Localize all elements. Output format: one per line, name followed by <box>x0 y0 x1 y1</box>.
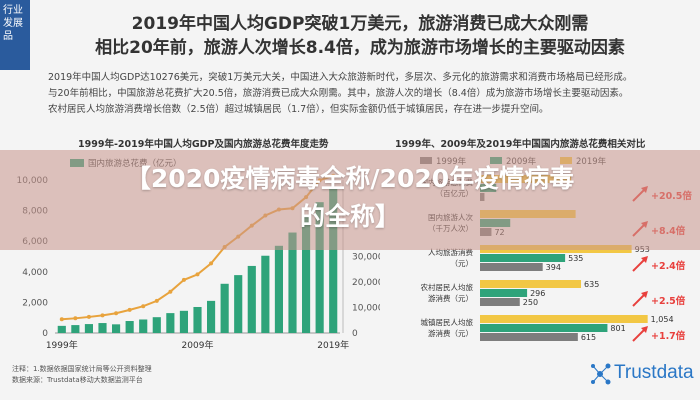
y-right-tick-label: 20,000 <box>352 278 380 288</box>
spending-bar <box>207 300 216 333</box>
spending-bar <box>98 323 107 333</box>
spending-bar <box>274 245 283 333</box>
spending-bar <box>179 310 188 333</box>
gdp-point <box>154 298 159 303</box>
growth-arrow-icon <box>632 293 646 307</box>
spending-bar <box>125 321 134 333</box>
comparison-bar <box>480 315 648 323</box>
spending-bar <box>315 202 324 333</box>
spending-bar <box>302 216 311 333</box>
summary-line: 2019年中国人均GDP达10276美元，突破1万美元大关，中国进入大众旅游新时… <box>48 72 633 83</box>
source-line: 数据来源：Trustdata移动大数据监测平台 <box>12 376 143 384</box>
growth-arrowhead-icon <box>641 326 648 333</box>
section-tab-line: 行业 <box>3 5 23 16</box>
category-label: 游消费（元） <box>428 293 473 303</box>
source-line: 注释：1.数据依据国家统计局等公开资料整理 <box>12 365 152 373</box>
gdp-point <box>195 272 200 277</box>
gdp-point <box>86 314 91 319</box>
gdp-point <box>127 307 132 312</box>
gdp-point <box>181 277 186 282</box>
left-chart-title: 1999年-2019年中国人均GDP及国内旅游总花费年度走势 <box>78 139 329 150</box>
section-tab-line: 品 <box>3 31 13 42</box>
spending-bar <box>329 186 338 333</box>
comparison-bar <box>480 254 566 262</box>
summary-text: 2019年中国人均GDP达10276美元，突破1万美元大关，中国进入大众旅游新时… <box>48 70 688 118</box>
summary-line: 与20年前相比，中国旅游总花费扩大20.5倍，旅游消费已成大众刚需。其中，旅游人… <box>48 88 629 99</box>
category-label: 农村居民人均旅 <box>421 282 474 292</box>
spending-bar <box>112 324 121 333</box>
headline-line: 相比20年前，旅游人次增长8.4倍，成为旅游市场增长的主要驱动因素 <box>95 38 625 58</box>
bar-value-label: 1,054 <box>651 315 674 324</box>
comparison-bar <box>480 324 608 332</box>
overlay-banner-text: 【2020疫情病毒全称/2020年疫情病毒 的全称】 <box>0 160 700 236</box>
category-label: 游消费（元） <box>428 328 473 338</box>
gdp-point <box>141 304 146 309</box>
x-tick-label: 1999年 <box>46 339 78 351</box>
bar-value-label: 250 <box>523 298 538 307</box>
growth-arrow-icon <box>632 328 646 342</box>
summary-line: 农村居民人均旅游消费增长倍数（2.5倍）超过城镇居民（1.7倍），但实际金额仍低… <box>48 104 549 115</box>
x-tick-label: 2019年 <box>317 339 349 351</box>
y-left-tick-label: 0 <box>42 329 48 339</box>
comparison-bar <box>480 289 528 297</box>
spending-bar <box>166 313 175 333</box>
spending-bar <box>84 324 93 333</box>
gdp-point <box>114 311 119 316</box>
spending-bar <box>234 275 243 333</box>
spending-bar <box>71 325 80 333</box>
comparison-bar <box>480 263 543 271</box>
logo-text: Trustdata <box>614 362 694 383</box>
bar-value-label: 535 <box>568 254 583 263</box>
banner-line: 【2020疫情病毒全称/2020年疫情病毒 <box>125 164 575 193</box>
bar-value-label: 635 <box>584 280 599 289</box>
y-left-tick-label: 2,000 <box>22 298 48 308</box>
growth-label: +2.5倍 <box>651 295 686 307</box>
gdp-point <box>168 289 173 294</box>
bar-value-label: 801 <box>610 324 625 333</box>
bar-value-label: 394 <box>546 263 561 272</box>
comparison-bar <box>480 333 578 341</box>
spending-bar <box>57 325 66 333</box>
bar-value-label: 615 <box>581 333 596 342</box>
spending-bar <box>247 265 256 333</box>
spending-bar <box>288 232 297 333</box>
y-right-tick-label: 0 <box>352 329 358 339</box>
y-left-tick-label: 4,000 <box>22 268 48 278</box>
banner-line: 的全称】 <box>299 202 400 231</box>
gdp-point <box>209 261 214 266</box>
spending-bar <box>193 306 202 333</box>
spending-bar <box>261 255 270 333</box>
y-right-tick-label: 10,000 <box>352 304 380 314</box>
overlay-banner <box>0 150 700 250</box>
growth-arrow-icon <box>632 258 646 272</box>
gdp-point <box>100 313 105 318</box>
y-right-tick-label: 30,000 <box>352 253 380 263</box>
spending-bar <box>152 317 161 333</box>
gdp-point <box>73 316 78 321</box>
comparison-bar <box>480 280 582 288</box>
category-label: 城镇居民人均旅 <box>421 317 474 327</box>
section-tab-line: 发展 <box>3 18 23 29</box>
spending-bar <box>220 283 229 333</box>
section-tab: 行业 发展 品 <box>0 0 30 70</box>
x-tick-label: 2009年 <box>182 339 214 351</box>
growth-arrowhead-icon <box>641 291 648 298</box>
growth-arrowhead-icon <box>641 256 648 263</box>
category-label: 人均旅游消费 <box>428 247 473 257</box>
headline-line: 2019年中国人均GDP突破1万美元，旅游消费已成大众刚需 <box>131 14 589 34</box>
gdp-point <box>59 317 64 322</box>
category-label: （元） <box>451 259 474 268</box>
growth-label: +2.4倍 <box>651 260 686 272</box>
bar-value-label: 296 <box>530 289 545 298</box>
page-headline: 2019年中国人均GDP突破1万美元，旅游消费已成大众刚需 相比20年前，旅游人… <box>50 12 670 60</box>
source-note: 注释：1.数据依据国家统计局等公开资料整理 数据来源：Trustdata移动大数… <box>12 364 152 386</box>
trustdata-logo-icon <box>591 363 611 385</box>
comparison-bar <box>480 298 520 306</box>
spending-bar <box>139 319 148 333</box>
right-chart-title: 1999年、2009年及2019年中国国内旅游总花费相关对比 <box>395 139 646 150</box>
growth-label: +1.7倍 <box>651 330 686 342</box>
